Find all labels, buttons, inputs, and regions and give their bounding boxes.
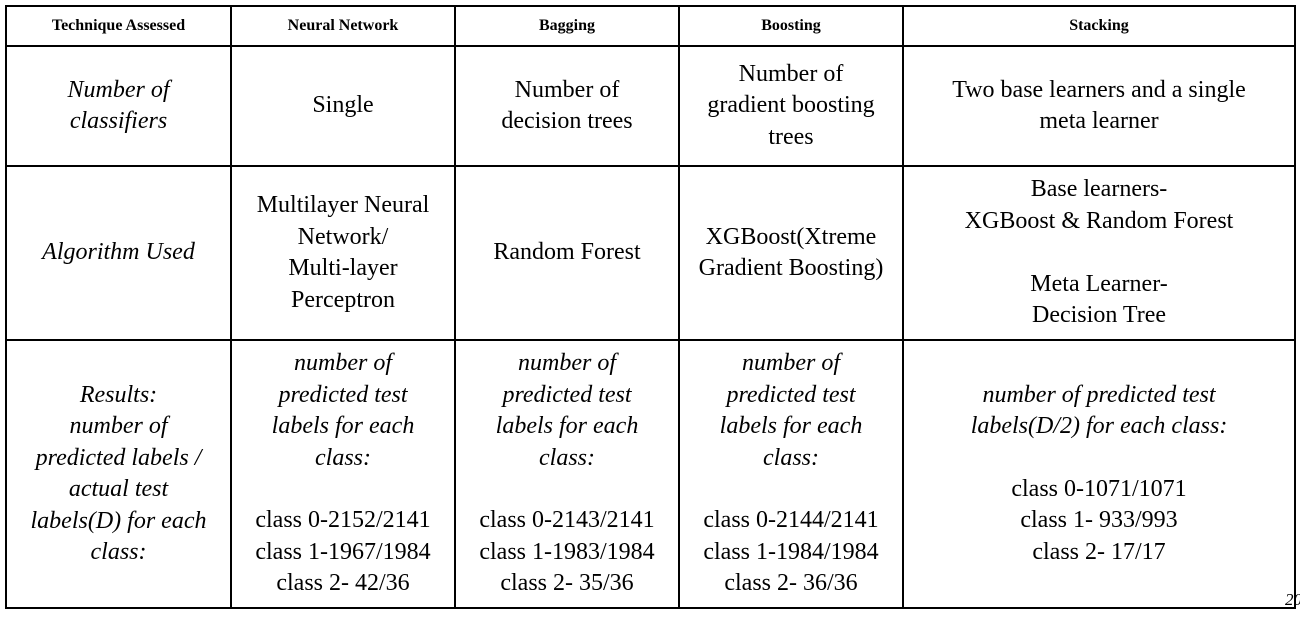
table-row: Algorithm Used Multilayer Neural Network…: [5, 165, 1296, 341]
table-cell: Number of gradient boosting trees: [678, 45, 904, 167]
table-cell: Random Forest: [454, 165, 680, 341]
table-cell: Single: [230, 45, 456, 167]
header-boosting: Boosting: [678, 5, 904, 47]
header-bagging: Bagging: [454, 5, 680, 47]
row-label-results: Results: number of predicted labels / ac…: [5, 339, 232, 609]
header-technique-assessed: Technique Assessed: [5, 5, 232, 47]
results-values: class 0-2144/2141 class 1-1984/1984 clas…: [703, 507, 879, 597]
table-cell: XGBoost(Xtreme Gradient Boosting): [678, 165, 904, 341]
comparison-table: Technique Assessed Neural Network Baggin…: [5, 5, 1296, 609]
table-cell: Two base learners and a single meta lear…: [902, 45, 1296, 167]
results-values: class 0-2152/2141 class 1-1967/1984 clas…: [255, 507, 431, 597]
table-row: Results: number of predicted labels / ac…: [5, 339, 1296, 609]
results-intro: number of predicted test labels(D/2) for…: [970, 381, 1228, 440]
table-row: Number of classifiers Single Number of d…: [5, 45, 1296, 167]
page-number: 20: [1285, 590, 1300, 609]
table-cell: Multilayer Neural Network/ Multi-layer P…: [230, 165, 456, 341]
results-cell-neural-network: number of predicted test labels for each…: [230, 339, 456, 609]
row-label-number-of-classifiers: Number of classifiers: [5, 45, 232, 167]
results-values: class 0-2143/2141 class 1-1983/1984 clas…: [479, 507, 655, 597]
table-cell: Number of decision trees: [454, 45, 680, 167]
results-values: class 0-1071/1071 class 1- 933/993 class…: [1011, 475, 1187, 565]
results-intro: number of predicted test labels for each…: [719, 350, 863, 471]
header-neural-network: Neural Network: [230, 5, 456, 47]
table-cell: Base learners- XGBoost & Random Forest M…: [902, 165, 1296, 341]
results-intro: number of predicted test labels for each…: [271, 350, 415, 471]
results-intro: number of predicted test labels for each…: [495, 350, 639, 471]
results-cell-boosting: number of predicted test labels for each…: [678, 339, 904, 609]
header-stacking: Stacking: [902, 5, 1296, 47]
header-row: Technique Assessed Neural Network Baggin…: [5, 5, 1296, 47]
results-cell-stacking: number of predicted test labels(D/2) for…: [902, 339, 1296, 609]
row-label-algorithm-used: Algorithm Used: [5, 165, 232, 341]
results-cell-bagging: number of predicted test labels for each…: [454, 339, 680, 609]
